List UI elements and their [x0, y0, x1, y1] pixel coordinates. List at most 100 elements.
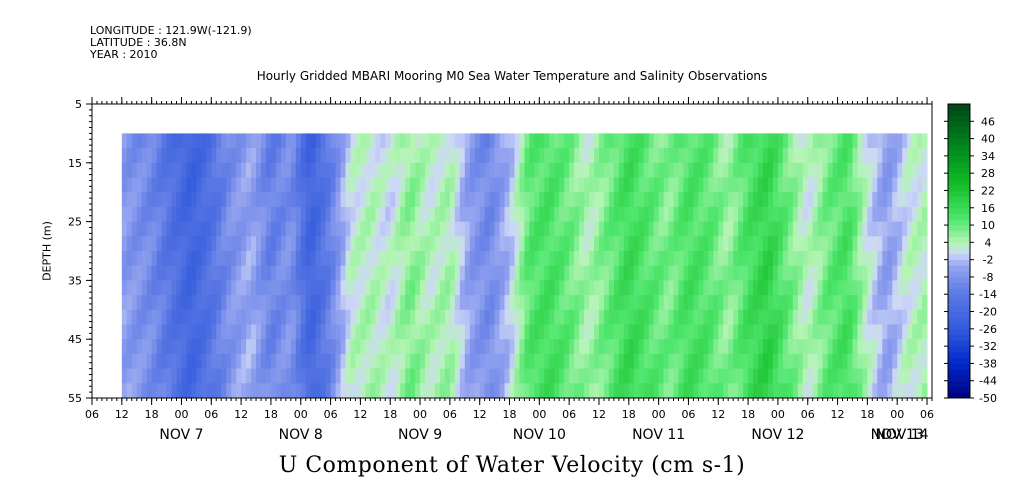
heatmap-cell — [270, 324, 277, 340]
heatmap-cell — [589, 324, 595, 340]
heatmap-cell — [246, 368, 252, 384]
heatmap-cell — [474, 177, 481, 193]
heatmap-cell — [221, 206, 227, 223]
heatmap-cell — [410, 206, 416, 223]
heatmap-cell — [181, 236, 187, 252]
heatmap-cell — [797, 265, 804, 281]
heatmap-cell — [459, 339, 466, 355]
heatmap-cell — [922, 251, 928, 267]
heatmap-cell — [807, 177, 814, 193]
colorbar-swatch — [948, 317, 970, 324]
heatmap-cell — [241, 280, 247, 296]
heatmap-cell — [385, 353, 391, 370]
heatmap-cell — [459, 280, 466, 296]
heatmap-cell — [738, 339, 744, 355]
heatmap-cell — [320, 309, 327, 325]
heatmap-cell — [787, 162, 794, 178]
heatmap-cell — [872, 192, 878, 208]
heatmap-cell — [907, 265, 913, 281]
heatmap-cell — [375, 353, 381, 370]
heatmap-cell — [738, 383, 744, 399]
heatmap-cell — [126, 339, 133, 355]
heatmap-cell — [872, 353, 878, 370]
heatmap-cell — [260, 148, 267, 164]
heatmap-cell — [842, 148, 848, 164]
heatmap-cell — [668, 221, 675, 237]
heatmap-cell — [256, 236, 262, 252]
heatmap-cell — [643, 368, 650, 384]
heatmap-cell — [256, 353, 262, 370]
heatmap-cell — [395, 206, 401, 223]
heatmap-cell — [285, 192, 292, 208]
heatmap-cell — [315, 265, 322, 281]
heatmap-cell — [763, 383, 769, 399]
heatmap-cell — [479, 177, 486, 193]
colorbar-swatch — [948, 300, 970, 307]
heatmap-cell — [618, 177, 625, 193]
heatmap-cell — [221, 236, 227, 252]
heatmap-cell — [474, 383, 481, 399]
heatmap-cell — [166, 324, 173, 340]
heatmap-cell — [797, 177, 804, 193]
heatmap-cell — [280, 265, 287, 281]
heatmap-cell — [385, 280, 391, 296]
heatmap-cell — [772, 133, 779, 149]
heatmap-cell — [549, 177, 555, 193]
heatmap-cell — [370, 265, 376, 281]
heatmap-cell — [797, 192, 804, 208]
heatmap-cell — [713, 324, 719, 340]
heatmap-cell — [415, 324, 421, 340]
heatmap-cell — [330, 192, 337, 208]
heatmap-cell — [608, 192, 615, 208]
heatmap-cell — [613, 206, 620, 223]
heatmap-cell — [156, 221, 163, 237]
heatmap-cell — [882, 324, 888, 340]
heatmap-cell — [315, 324, 322, 340]
heatmap-cell — [305, 133, 312, 149]
x-tick-label: 18 — [145, 408, 159, 421]
heatmap-cell — [882, 383, 888, 399]
heatmap-cell — [847, 265, 853, 281]
heatmap-cell — [902, 353, 908, 370]
heatmap-cell — [504, 295, 511, 311]
heatmap-cell — [529, 251, 535, 267]
heatmap-cell — [658, 251, 665, 267]
heatmap-cell — [186, 309, 192, 325]
heatmap-cell — [315, 309, 322, 325]
heatmap-cell — [469, 368, 476, 384]
heatmap-cell — [236, 133, 242, 149]
heatmap-cell — [425, 280, 431, 296]
heatmap-cell — [390, 368, 396, 384]
heatmap-cell — [449, 236, 456, 252]
heatmap-cell — [161, 236, 168, 252]
x-axis-label: U Component of Water Velocity (cm s-1) — [278, 453, 746, 478]
heatmap-cell — [494, 133, 501, 149]
heatmap-cell — [400, 162, 406, 178]
x-tick-label: 06 — [681, 408, 695, 421]
heatmap-cell — [569, 148, 575, 164]
heatmap-cell — [713, 236, 719, 252]
heatmap-cell — [315, 221, 322, 237]
heatmap-cell — [141, 383, 148, 399]
heatmap-cell — [221, 383, 227, 399]
heatmap-cell — [713, 309, 719, 325]
heatmap-cell — [847, 236, 853, 252]
heatmap-cell — [380, 221, 386, 237]
colorbar-swatch — [948, 178, 970, 186]
heatmap-cell — [449, 280, 456, 296]
heatmap-cell — [241, 236, 247, 252]
heatmap-cell — [121, 177, 128, 193]
heatmap-cell — [519, 309, 525, 325]
heatmap-cell — [549, 236, 555, 252]
heatmap-cell — [589, 280, 595, 296]
heatmap-cell — [340, 353, 346, 370]
heatmap-cell — [817, 265, 824, 281]
heatmap-cell — [231, 133, 237, 149]
heatmap-cell — [385, 251, 391, 267]
heatmap-cell — [415, 265, 421, 281]
heatmap-cell — [395, 251, 401, 267]
heatmap-cell — [390, 324, 396, 340]
heatmap-cell — [429, 339, 436, 355]
heatmap-cell — [380, 148, 386, 164]
heatmap-cell — [186, 383, 192, 399]
